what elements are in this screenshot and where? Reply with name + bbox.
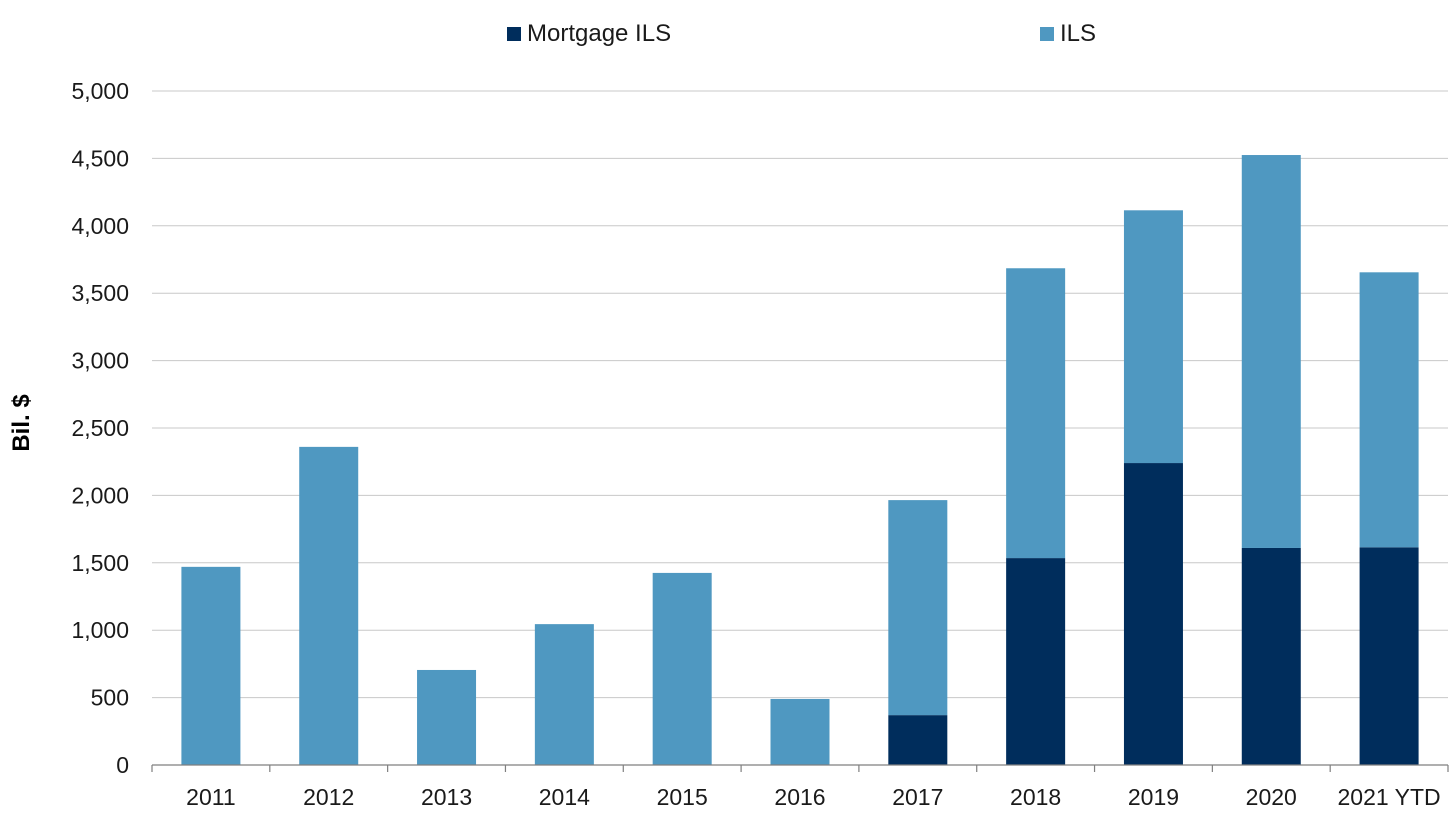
- x-tick-label: 2021 YTD: [1338, 784, 1441, 810]
- y-tick-label: 3,500: [71, 280, 129, 306]
- x-axis: [151, 764, 1449, 772]
- y-tick-label: 1,500: [71, 550, 129, 576]
- bar-ils-2016: [770, 698, 830, 765]
- bar-ils-2011: [181, 566, 241, 765]
- x-tick-label: 2019: [1128, 784, 1179, 810]
- y-tick-label: 4,500: [71, 145, 129, 171]
- bar-ils-2012: [299, 446, 359, 765]
- y-tick-label: 500: [91, 685, 129, 711]
- bars: [181, 155, 1419, 765]
- x-tick-label: 2016: [774, 784, 825, 810]
- bar-mortgage-ils-2021-ytd: [1359, 547, 1419, 765]
- legend: Mortgage ILS ILS: [0, 20, 1456, 52]
- y-tick-label: 1,000: [71, 617, 129, 643]
- legend-label-mortgage-ils: Mortgage ILS: [527, 20, 672, 47]
- legend-item-ils: ILS: [1040, 20, 1096, 48]
- x-tick-label: 2018: [1010, 784, 1061, 810]
- x-tick-label: 2014: [539, 784, 590, 810]
- legend-swatch-mortgage-ils: [507, 27, 521, 41]
- y-tick-label: 2,000: [71, 482, 129, 508]
- bar-mortgage-ils-2017: [888, 715, 948, 765]
- x-tick-label: 2012: [303, 784, 354, 810]
- y-tick-label: 2,500: [71, 415, 129, 441]
- y-tick-labels: 0 500 1,000 1,500 2,000 2,500 3,000 3,500 4,000 4…: [71, 78, 129, 778]
- bar-ils-2020: [1241, 155, 1301, 548]
- bar-ils-2014: [534, 624, 594, 765]
- y-tick-label: 4,000: [71, 213, 129, 239]
- legend-label-ils: ILS: [1060, 20, 1097, 47]
- bar-mortgage-ils-2018: [1006, 558, 1066, 765]
- bar-ils-2017: [888, 500, 948, 716]
- y-tick-label: 0: [116, 752, 129, 778]
- y-tick-label: 5,000: [71, 78, 129, 104]
- x-tick-labels: 2011 2012 2013 2014 2015 2016 2017 2018 2019 2020…: [186, 784, 1440, 810]
- x-tick-label: 2017: [892, 784, 943, 810]
- bar-ils-2019: [1123, 210, 1183, 464]
- x-tick-label: 2013: [421, 784, 472, 810]
- bar-ils-2021-ytd: [1359, 272, 1419, 548]
- x-tick-label: 2020: [1246, 784, 1297, 810]
- legend-item-mortgage-ils: Mortgage ILS: [507, 20, 671, 48]
- gridlines: [152, 90, 1448, 699]
- y-tick-label: 3,000: [71, 348, 129, 374]
- x-tick-label: 2015: [657, 784, 708, 810]
- legend-swatch-ils: [1040, 27, 1054, 41]
- bar-ils-2018: [1006, 268, 1066, 559]
- bar-mortgage-ils-2020: [1241, 547, 1301, 765]
- bar-mortgage-ils-2019: [1123, 463, 1183, 765]
- x-tick-label: 2011: [186, 784, 235, 810]
- bar-ils-2015: [652, 572, 712, 765]
- bar-ils-2013: [417, 669, 477, 765]
